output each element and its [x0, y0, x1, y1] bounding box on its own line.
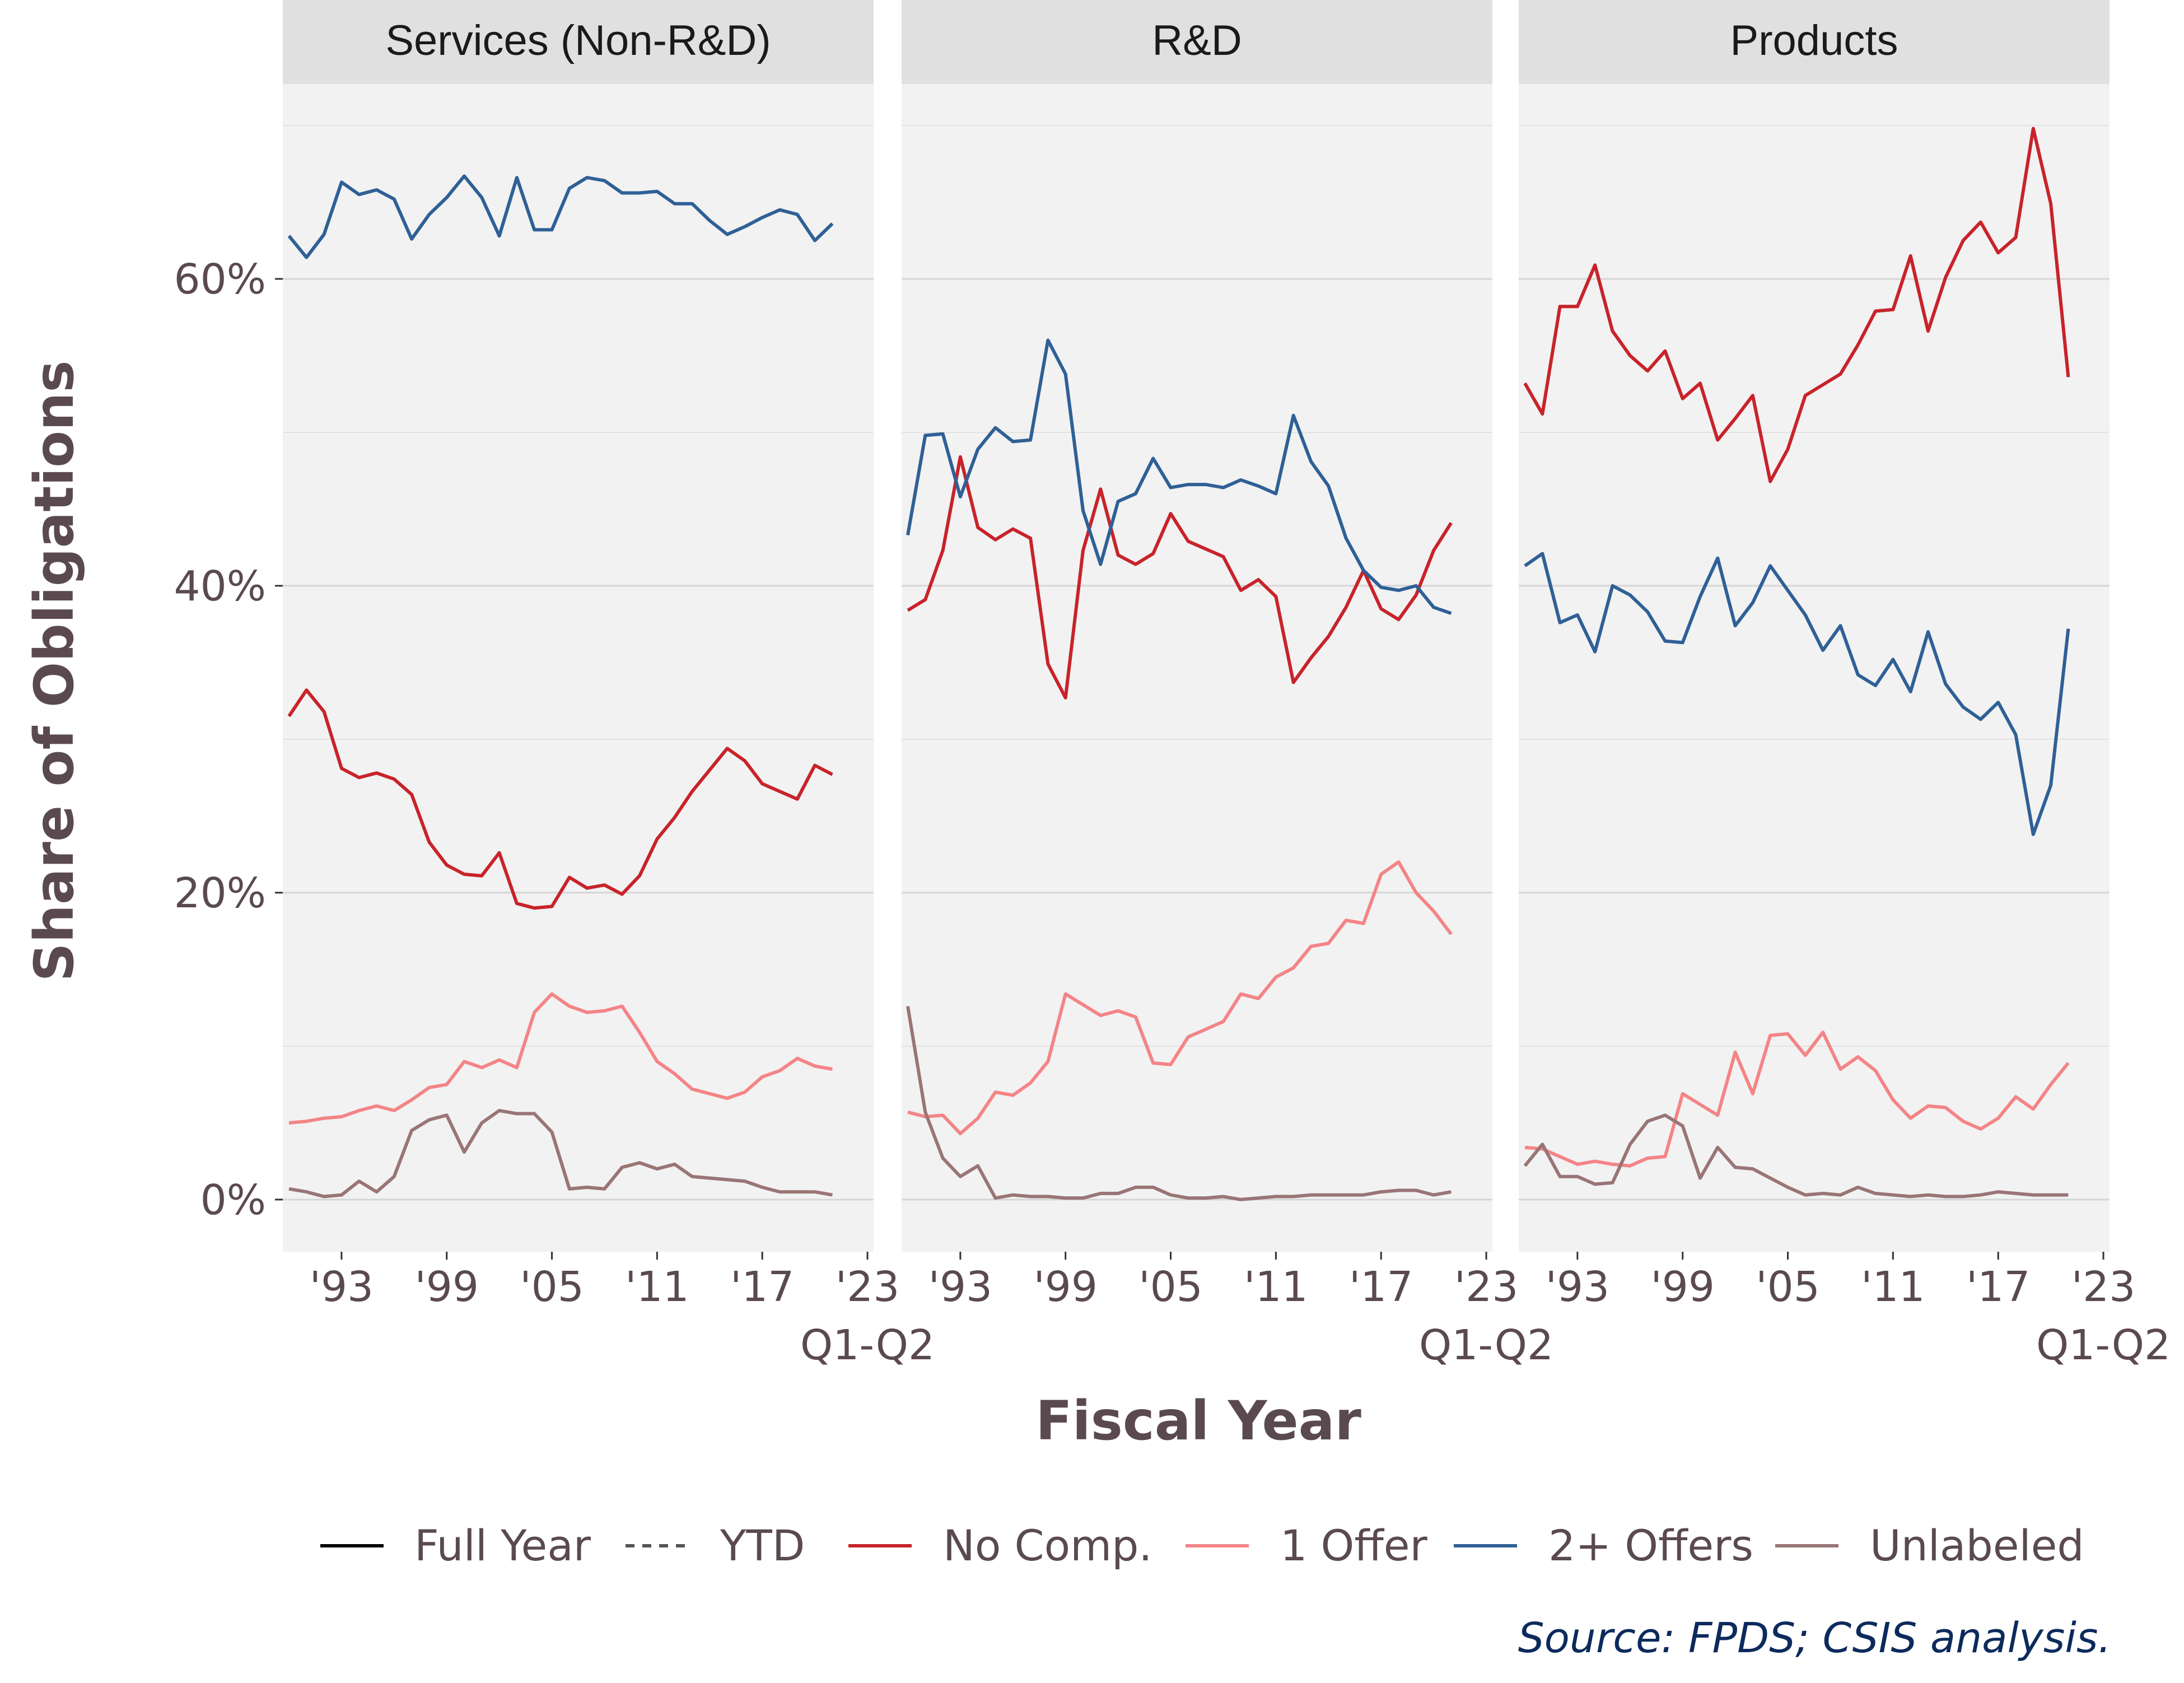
x-axis-title: Fiscal Year: [1035, 1390, 1361, 1452]
x-tick-label: '23: [2071, 1263, 2136, 1311]
y-tick-label: 40%: [174, 562, 266, 610]
x-tick-label: '99: [414, 1263, 479, 1311]
x-tick-label: '11: [1861, 1263, 1925, 1311]
x-tick-label: '99: [1650, 1263, 1715, 1311]
x-tick-sublabel: Q1-Q2: [800, 1321, 935, 1369]
y-tick-label: 0%: [200, 1176, 266, 1224]
y-tick-label: 60%: [174, 255, 266, 304]
series-line-2-offers: [1524, 552, 2070, 836]
series-line-no-comp: [907, 455, 1453, 700]
panel-services-non-r-d: Services (Non-R&D) '93 '99 '05 '11 '17 '23 Q1-Q…: [283, 0, 935, 1369]
gridlines: [283, 124, 874, 1201]
x-tick-label: '99: [1033, 1263, 1098, 1311]
x-tick-sublabel: Q1-Q2: [1419, 1321, 1553, 1369]
facet-strip-label: Services (Non-R&D): [385, 17, 771, 64]
y-tick-label: 20%: [174, 869, 266, 917]
panel-background: [283, 84, 874, 1252]
x-tick-label: '93: [1546, 1263, 1610, 1311]
panel-products: Products '93 '99 '05 '11 '17 '23 Q1-Q2: [1519, 0, 2171, 1369]
legend-label-two-plus-offers: 2+ Offers: [1548, 1521, 1753, 1570]
x-axis: '93 '99 '05 '11 '17 '23 Q1-Q2: [310, 1252, 935, 1369]
x-tick-sublabel: Q1-Q2: [2036, 1321, 2171, 1369]
facet-strip-label: Products: [1730, 17, 1898, 64]
x-axis: '93 '99 '05 '11 '17 '23 Q1-Q2: [1546, 1252, 2171, 1369]
facet-strip-label: R&D: [1152, 17, 1242, 64]
x-tick-label: '05: [520, 1263, 584, 1311]
source-note: Source: FPDS; CSIS analysis.: [1518, 1614, 2111, 1662]
x-tick-label: '23: [1454, 1263, 1519, 1311]
series-lines: [1523, 127, 2070, 1199]
x-tick-label: '11: [1244, 1263, 1308, 1311]
x-tick-label: '93: [310, 1263, 374, 1311]
legend-label-full-year: Full Year: [414, 1521, 591, 1570]
legend: Full Year YTD No Comp. 1 Offer 2+ Offers…: [320, 1521, 2084, 1570]
gridlines: [1519, 124, 2110, 1201]
y-axis-title: Share of Obligations: [23, 360, 86, 981]
facet-strip: [1519, 0, 2110, 84]
x-tick-label: '05: [1756, 1263, 1820, 1311]
panels-layer: Services (Non-R&D) '93 '99 '05 '11 '17 '23 Q1-Q…: [283, 0, 2171, 1369]
x-tick-label: '11: [625, 1263, 689, 1311]
series-line-unlabeled: [288, 1108, 833, 1199]
x-tick-label: '23: [836, 1263, 900, 1311]
legend-label-no-comp: No Comp.: [943, 1521, 1152, 1570]
series-line-2-offers: [906, 338, 1452, 616]
legend-label-ytd: YTD: [720, 1521, 805, 1570]
facet-strip: [902, 0, 1492, 84]
series-lines: [906, 338, 1453, 1201]
x-axis: '93 '99 '05 '11 '17 '23 Q1-Q2: [928, 1252, 1553, 1369]
legend-label-one-offer: 1 Offer: [1280, 1521, 1427, 1570]
x-tick-label: '17: [1966, 1263, 2031, 1311]
series-line-1-offer: [907, 860, 1453, 1135]
series-line-2-offers: [287, 174, 834, 259]
x-tick-label: '05: [1138, 1263, 1203, 1311]
series-line-unlabeled: [1523, 1113, 2069, 1199]
series-lines: [287, 174, 834, 1199]
x-tick-label: '17: [1349, 1263, 1413, 1311]
y-axis: 0% 20% 40% 60%: [174, 255, 283, 1224]
panel-r-d: R&D '93 '99 '05 '11 '17 '23 Q1-Q2: [902, 0, 1553, 1369]
series-line-no-comp: [287, 688, 833, 910]
series-line-1-offer: [288, 992, 833, 1125]
series-line-no-comp: [1523, 127, 2070, 483]
panel-background: [902, 84, 1492, 1252]
panel-background: [1519, 84, 2110, 1252]
series-line-1-offer: [1524, 1031, 2070, 1168]
series-line-unlabeled: [906, 1006, 1452, 1201]
x-tick-label: '17: [730, 1263, 795, 1311]
facet-strip: [283, 0, 874, 84]
x-tick-label: '93: [928, 1263, 993, 1311]
legend-label-unlabeled: Unlabeled: [1870, 1521, 2084, 1570]
